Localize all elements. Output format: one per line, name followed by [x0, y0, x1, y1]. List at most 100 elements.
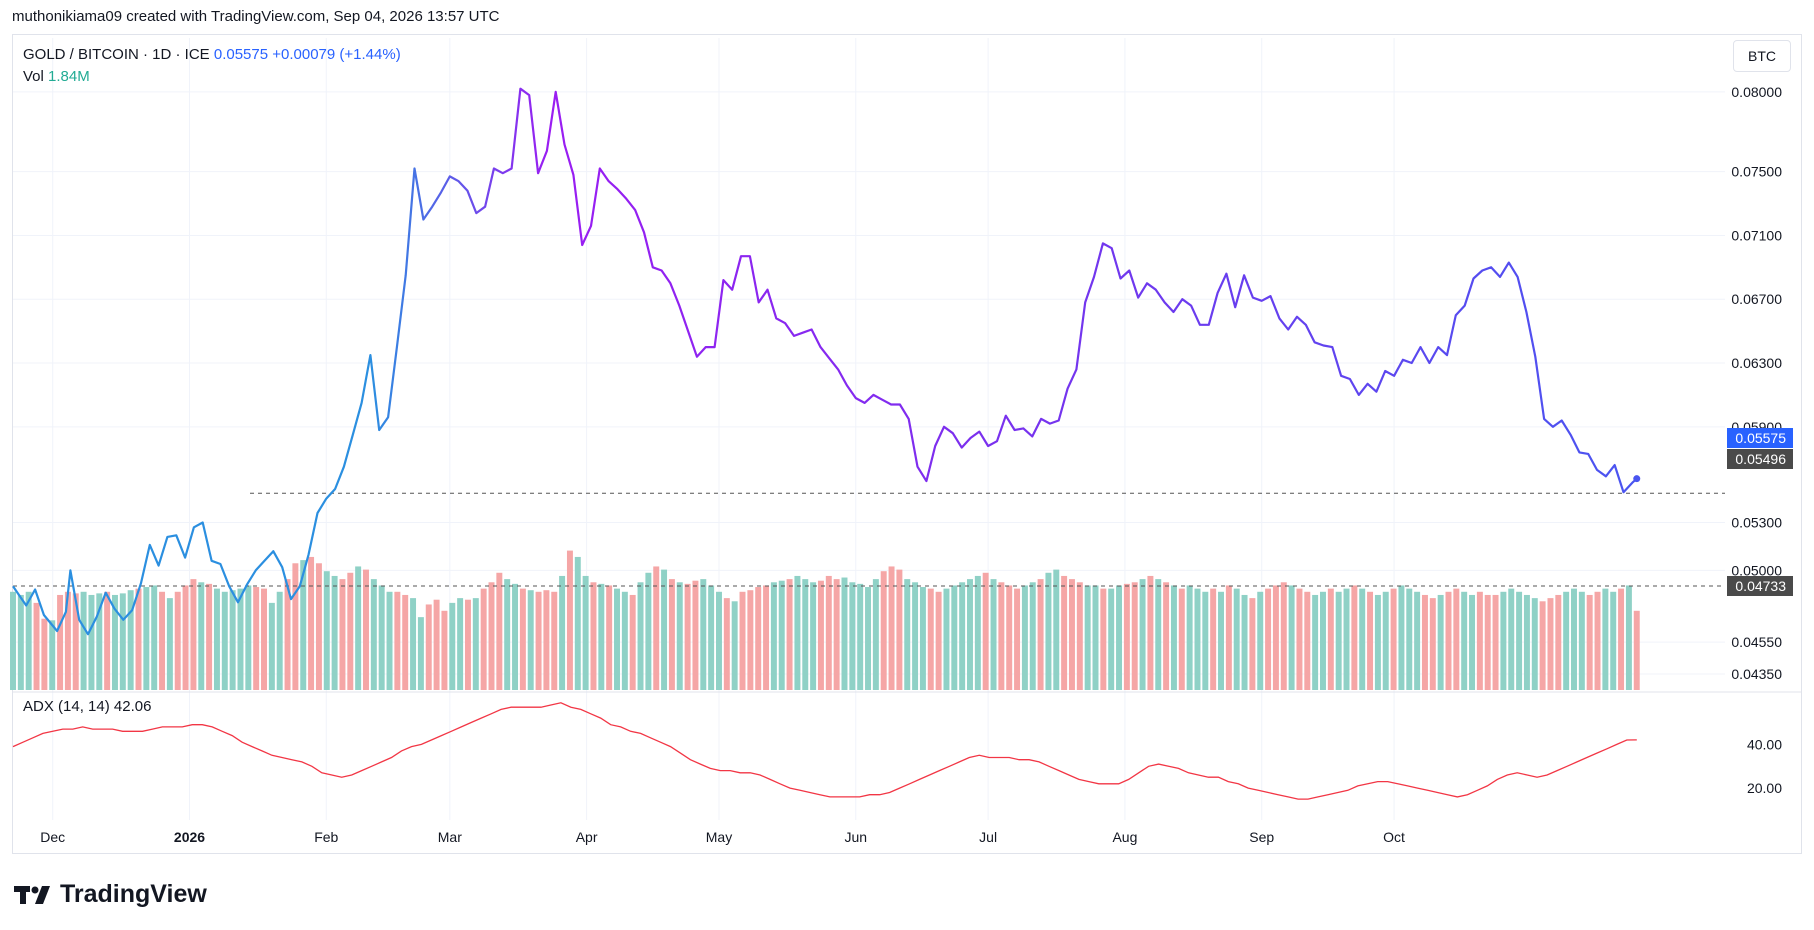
volume-bar: [888, 566, 895, 690]
price-badge-level1: 0.05496: [1735, 451, 1786, 467]
volume-bar: [1351, 585, 1358, 690]
adx-tick-label: 20.00: [1747, 780, 1782, 796]
volume-bar: [135, 588, 142, 690]
volume-bar: [198, 582, 205, 690]
symbol-label[interactable]: GOLD / BITCOIN · 1D · ICE: [23, 46, 210, 63]
volume-bar: [17, 594, 24, 690]
price-badge-level1-bg: [1727, 449, 1793, 469]
volume-bar: [1406, 588, 1413, 690]
volume-bar: [64, 591, 71, 690]
volume-bar: [1390, 588, 1397, 690]
y-tick-label: 0.07500: [1731, 164, 1782, 180]
volume-bar: [355, 566, 362, 690]
volume-bar: [488, 582, 495, 690]
volume-bar: [151, 585, 158, 690]
volume-bar: [1625, 585, 1632, 690]
volume-bar: [998, 582, 1005, 690]
volume-bar: [700, 579, 707, 690]
volume-bar: [1531, 598, 1538, 690]
volume-bar: [480, 588, 487, 690]
volume-bar: [723, 598, 730, 690]
volume-bar: [1555, 594, 1562, 690]
volume-bar: [912, 582, 919, 690]
volume-bar: [1202, 591, 1209, 690]
volume-bar: [896, 569, 903, 690]
volume-bar: [111, 594, 118, 690]
volume-bar: [990, 579, 997, 690]
volume-bar: [755, 587, 762, 690]
volume-bar: [1304, 591, 1311, 690]
last-price-dot: [1633, 475, 1641, 483]
volume-bar: [959, 582, 966, 690]
price-badge-last: 0.05575: [1735, 430, 1786, 446]
volume-bar: [1186, 585, 1193, 690]
last-price: 0.05575: [213, 46, 269, 63]
volume-bar: [653, 566, 660, 690]
x-tick-label: Sep: [1249, 829, 1274, 845]
volume-bar: [457, 598, 464, 690]
volume-bar: [315, 563, 322, 690]
volume-bar: [127, 590, 134, 690]
y-tick-label: 0.06300: [1731, 355, 1782, 371]
volume-bar: [347, 572, 354, 690]
volume-bar: [621, 591, 628, 690]
volume-bar: [684, 583, 691, 690]
volume-bar: [849, 582, 856, 690]
volume-bar: [386, 591, 393, 690]
volume-bar: [1123, 583, 1130, 690]
volume-bar: [817, 580, 824, 690]
volume-bar: [747, 590, 754, 690]
volume-bar: [221, 591, 228, 690]
volume-bar: [1061, 575, 1068, 690]
volume-bar: [119, 593, 126, 690]
volume-label[interactable]: Vol: [23, 68, 44, 85]
volume-bar: [1076, 582, 1083, 690]
volume-bar: [1469, 594, 1476, 690]
volume-bar: [1241, 594, 1248, 690]
volume-bar: [668, 579, 675, 690]
volume-bar: [1421, 594, 1428, 690]
volume-bar: [1006, 585, 1013, 690]
volume-bar: [1516, 591, 1523, 690]
volume-bar: [229, 590, 236, 690]
volume-bar: [1602, 588, 1609, 690]
price-change: +0.00079 (+1.44%): [272, 46, 401, 63]
x-tick-label: May: [706, 829, 732, 845]
volume-bar: [1563, 591, 1570, 690]
volume-bar: [778, 580, 785, 690]
volume-bar: [1484, 594, 1491, 690]
adx-value: 42.06: [113, 698, 152, 715]
volume-bar: [1320, 591, 1326, 690]
volume-bar: [802, 579, 809, 690]
volume-bar: [1374, 594, 1381, 690]
volume-bar: [833, 579, 840, 690]
x-tick-label: Jul: [979, 829, 997, 845]
volume-bar: [10, 591, 16, 690]
currency-button[interactable]: BTC: [1733, 40, 1791, 72]
volume-bar: [810, 582, 817, 690]
y-tick-label: 0.05000: [1731, 562, 1782, 578]
volume-bar: [1578, 591, 1585, 690]
volume-bar: [1437, 594, 1444, 690]
volume-bar: [25, 591, 32, 690]
price-badge-last-bg: [1727, 428, 1793, 448]
volume-bar: [57, 594, 64, 690]
x-tick-label: Aug: [1112, 829, 1137, 845]
volume-bar: [1343, 588, 1350, 690]
volume-bar: [284, 579, 291, 690]
volume-bar: [519, 588, 526, 690]
volume-bar: [323, 571, 330, 690]
volume-bar: [1147, 575, 1154, 690]
volume-bar: [1225, 585, 1232, 690]
volume-bar: [927, 588, 934, 690]
volume-bar: [174, 591, 181, 690]
volume-bar: [417, 617, 424, 690]
volume-bar: [1068, 579, 1075, 690]
volume-bar: [159, 591, 166, 690]
volume-bar: [425, 604, 432, 690]
volume-bar: [880, 571, 887, 690]
adx-label[interactable]: ADX (14, 14): [23, 698, 110, 715]
volume-bar: [935, 591, 942, 690]
volume-bar: [261, 588, 267, 690]
